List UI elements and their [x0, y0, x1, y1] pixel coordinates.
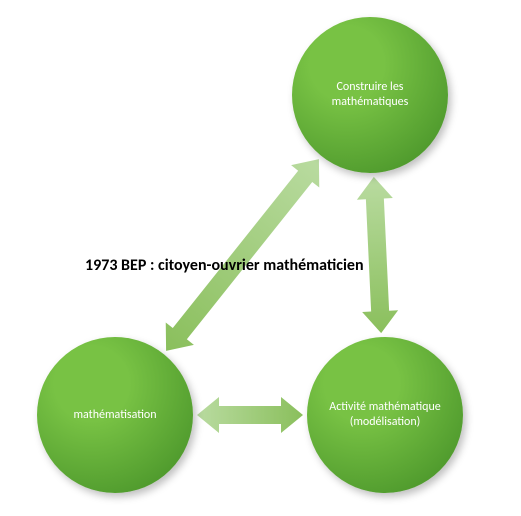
diagram-stage: Construire les mathématiques mathématisa… — [0, 0, 521, 516]
node-construire: Construire les mathématiques — [292, 17, 448, 173]
node-activite: Activité mathématique (modélisation) — [307, 337, 463, 493]
node-activite-label: Activité mathématique (modélisation) — [317, 400, 453, 430]
diagram-title-text: 1973 BEP : citoyen-ouvrier mathématicien — [85, 256, 364, 275]
arrow-top-bottom_right — [357, 177, 398, 333]
node-mathematisation: mathématisation — [37, 337, 193, 493]
arrow-top-bottom_left — [166, 159, 320, 351]
arrow-bottom_left-bottom_right — [197, 397, 303, 433]
node-mathematisation-label: mathématisation — [73, 408, 156, 423]
diagram-title: 1973 BEP : citoyen-ouvrier mathématicien — [85, 256, 364, 275]
node-construire-label: Construire les mathématiques — [302, 80, 438, 110]
